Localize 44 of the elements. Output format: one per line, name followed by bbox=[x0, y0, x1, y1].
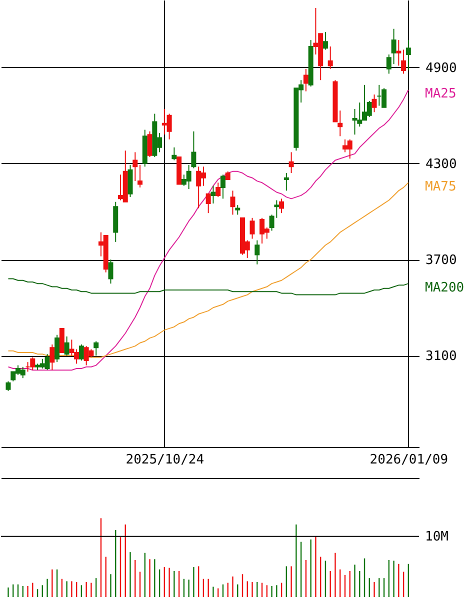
candlestick bbox=[386, 54, 392, 74]
series-label: MA25 bbox=[425, 86, 456, 102]
candlestick bbox=[172, 146, 177, 161]
candlestick bbox=[220, 174, 226, 200]
ref-line-label: 10M bbox=[425, 529, 449, 544]
y-tick-label: 4300 bbox=[426, 156, 457, 172]
candlestick bbox=[210, 185, 216, 204]
candlestick bbox=[94, 340, 99, 356]
series-label: MA75 bbox=[425, 180, 456, 195]
candlestick bbox=[303, 68, 308, 92]
candlestick bbox=[288, 152, 294, 174]
candlestick bbox=[6, 380, 11, 392]
candlestick bbox=[338, 110, 343, 137]
x-tick-label: 2026/01/09 bbox=[370, 452, 448, 468]
candlestick bbox=[132, 152, 138, 182]
candlestick bbox=[64, 336, 70, 356]
candlestick bbox=[406, 40, 411, 71]
candlestick bbox=[372, 94, 377, 113]
candlestick bbox=[250, 217, 255, 240]
candlestick bbox=[279, 198, 284, 214]
y-tick-label: 3100 bbox=[426, 349, 457, 364]
candlestick bbox=[328, 46, 333, 70]
x-tick-label: 2025/10/24 bbox=[126, 452, 204, 468]
candlestick bbox=[391, 28, 396, 65]
candlestick bbox=[235, 204, 240, 216]
y-tick-label: 4900 bbox=[426, 60, 457, 76]
candlestick bbox=[396, 40, 402, 66]
candlestick bbox=[230, 190, 236, 216]
candlestick bbox=[108, 259, 114, 284]
candlestick bbox=[50, 344, 55, 371]
candlestick bbox=[254, 240, 260, 265]
candlestick bbox=[284, 172, 289, 192]
y-tick-label: 3700 bbox=[426, 253, 457, 268]
candlestick bbox=[78, 344, 84, 361]
candlestick bbox=[54, 334, 60, 363]
series-label: MA200 bbox=[425, 280, 464, 296]
line-series bbox=[8, 278, 409, 296]
candlestick bbox=[216, 182, 221, 198]
candlestick bbox=[30, 356, 36, 371]
candlestick bbox=[401, 49, 406, 74]
candlestick bbox=[147, 130, 152, 158]
candlestick bbox=[206, 193, 211, 214]
candlestick bbox=[138, 164, 143, 188]
candlestick bbox=[322, 32, 328, 50]
